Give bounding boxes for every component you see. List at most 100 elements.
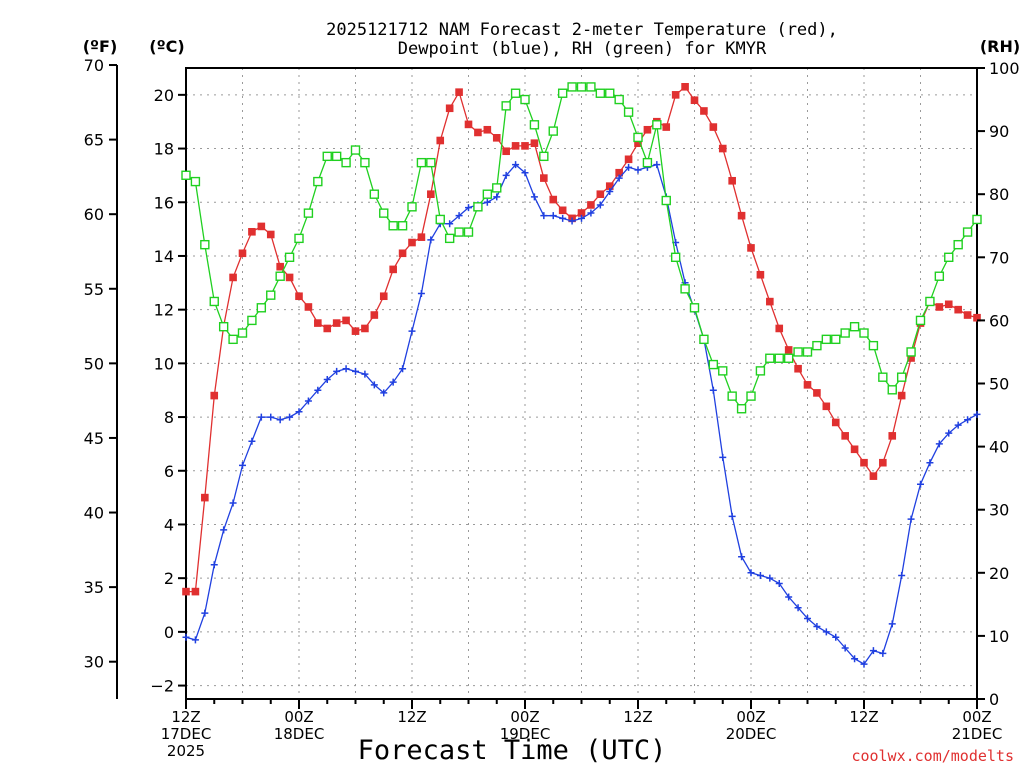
temperature-point [408, 238, 416, 247]
rh-tick-label: 40 [989, 438, 1009, 457]
dewpoint-point [342, 365, 350, 373]
rh-point [783, 353, 794, 363]
x-tick-label: 00Z [510, 708, 539, 726]
temperature-point [671, 91, 680, 99]
rh-point [670, 252, 681, 263]
temperature-point [361, 324, 369, 333]
temperature-point [860, 458, 868, 467]
fahrenheit-tick-label: 65 [84, 131, 104, 150]
rh-point [397, 221, 408, 231]
chart-title-line-1: 2025121712 NAM Forecast 2-meter Temperat… [326, 20, 838, 40]
temperature-point [879, 458, 887, 467]
dewpoint-point [465, 204, 472, 212]
temperature-point [831, 418, 840, 427]
rh-line [185, 86, 978, 410]
rh-point [708, 359, 719, 370]
celsius-axis-label: (ºC) [149, 37, 184, 56]
rh-point [228, 334, 238, 345]
rh-point [576, 82, 587, 92]
temperature-point [502, 147, 510, 156]
x-tick-label: 12Z [171, 708, 200, 726]
dewpoint-point [257, 413, 265, 421]
temperature-point [483, 125, 492, 134]
dewpoint-point [427, 236, 435, 244]
dewpoint-point [888, 620, 896, 628]
dewpoint-point [267, 413, 275, 421]
temperature-point [304, 303, 313, 311]
rh-point [821, 334, 832, 345]
temperature-point [841, 432, 849, 440]
rh-point [454, 227, 464, 237]
rh-point [557, 88, 568, 98]
rh-point [812, 340, 822, 351]
dewpoint-point [229, 499, 237, 507]
temperature-point [907, 354, 915, 362]
temperature-point [850, 445, 859, 454]
dewpoint-point [945, 429, 953, 437]
temperature-point [182, 587, 190, 596]
x-tick-label: 12Z [397, 708, 426, 726]
series-layer [181, 82, 982, 668]
rh-point [614, 94, 624, 105]
temperature-point [549, 195, 558, 204]
dewpoint-point [935, 440, 943, 448]
dewpoint-point [926, 459, 934, 467]
dewpoint-point [304, 397, 312, 405]
temperature-point [643, 125, 652, 134]
x-tick-label: 2025 [167, 742, 205, 760]
dewpoint-point [352, 367, 359, 375]
rh-point [284, 252, 295, 263]
dewpoint-point [399, 365, 407, 373]
x-tick-label: 20DEC [726, 725, 777, 743]
temperature-point [389, 265, 397, 274]
temperature-point [257, 222, 266, 231]
rh-axis-label: (RH) [980, 37, 1020, 56]
rh-point [492, 183, 502, 193]
rh-point [586, 82, 596, 92]
temperature-point [314, 319, 322, 327]
fahrenheit-tick-label: 50 [84, 354, 104, 373]
dewpoint-point [653, 161, 661, 169]
dewpoint-point [220, 526, 228, 534]
rh-point [247, 315, 257, 326]
dewpoint-point [540, 212, 548, 220]
temperature-point [822, 402, 831, 411]
temperature-point [794, 364, 802, 373]
rh-point [765, 353, 775, 363]
temperature-point [737, 211, 746, 220]
rh-tick-label: 10 [989, 627, 1009, 646]
temperature-point [191, 587, 200, 596]
dewpoint-point [775, 580, 783, 588]
rh-point [962, 227, 973, 237]
rh-point [567, 82, 577, 92]
dewpoint-point [869, 647, 877, 655]
x-tick-label: 00Z [284, 708, 313, 726]
x-tick-label: 12Z [849, 708, 878, 726]
rh-point [331, 151, 342, 162]
rh-tick-label: 20 [989, 564, 1009, 583]
dewpoint-point [502, 171, 510, 179]
temperature-point [201, 493, 209, 502]
temperature-point [521, 142, 529, 150]
rh-point [802, 347, 813, 357]
rh-point [972, 214, 982, 225]
rh-point [887, 385, 897, 395]
rh-point [501, 101, 511, 111]
temperature-point [436, 136, 445, 145]
rh-point [736, 404, 747, 414]
rh-point [595, 88, 606, 98]
rh-point [680, 284, 690, 294]
rh-point [426, 157, 436, 168]
rh-point [444, 233, 455, 244]
rh-point [896, 372, 907, 382]
dewpoint-point [860, 660, 868, 668]
rh-tick-label: 70 [989, 248, 1009, 267]
rh-point [313, 176, 323, 187]
rh-point [181, 170, 191, 180]
dewpoint-point [898, 571, 906, 579]
dewpoint-point [728, 512, 736, 520]
rh-point [200, 239, 210, 250]
rh-point [642, 157, 653, 168]
dewpoint-point [625, 163, 633, 171]
rh-point [388, 221, 398, 231]
